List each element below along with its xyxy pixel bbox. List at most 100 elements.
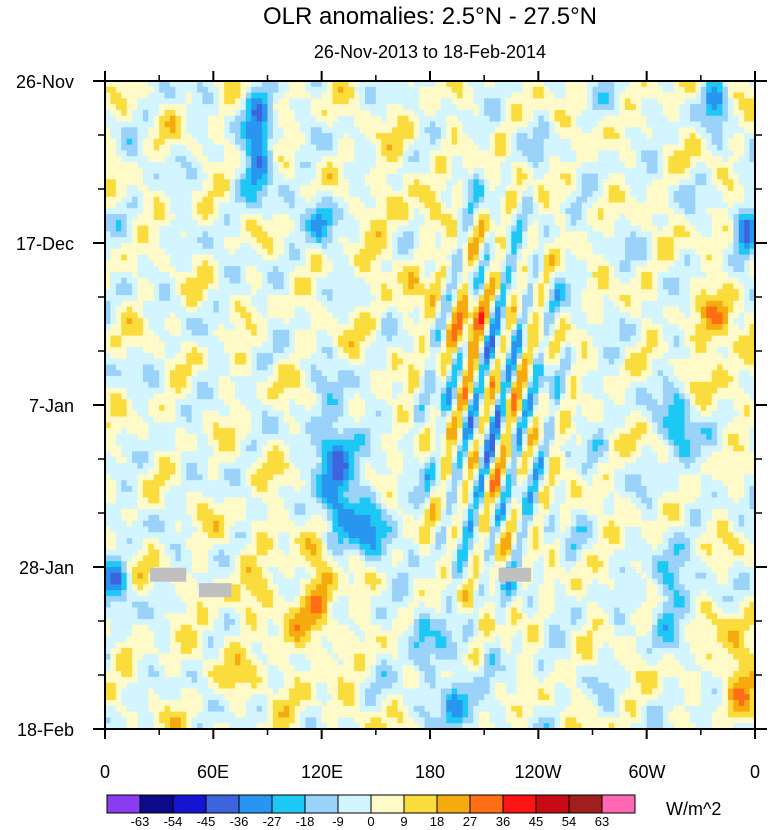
heat-cell: [348, 225, 355, 233]
heat-cell: [587, 202, 594, 209]
heat-cell: [272, 289, 279, 296]
heat-cell: [744, 214, 751, 221]
heat-cell: [511, 300, 518, 308]
heat-cell: [657, 312, 664, 319]
heat-cell: [467, 243, 474, 250]
heat-cell: [646, 121, 653, 128]
heat-cell: [500, 121, 507, 128]
heat-cell: [457, 306, 464, 314]
heat-cell: [251, 86, 258, 94]
heat-cell: [695, 156, 702, 163]
heat-cell: [310, 86, 317, 94]
heat-cell: [148, 283, 155, 290]
heat-cell: [354, 283, 361, 290]
heat-cell: [749, 144, 755, 152]
heat-cell: [251, 266, 258, 273]
heat-cell: [440, 277, 447, 285]
heat-cell: [484, 173, 491, 180]
heat-cell: [700, 185, 707, 192]
heat-cell: [625, 156, 632, 163]
heat-cell: [722, 214, 729, 221]
heat-cell: [717, 266, 724, 273]
heat-cell: [495, 312, 502, 319]
heat-cell: [267, 248, 274, 256]
heat-cell: [549, 225, 556, 233]
heat-cell: [532, 115, 539, 123]
heat-cell: [435, 248, 442, 256]
heat-cell: [121, 277, 128, 285]
heat-cell: [121, 254, 128, 261]
heat-cell: [603, 196, 610, 204]
heat-cell: [635, 81, 642, 88]
heat-cell: [105, 231, 112, 238]
heat-cell: [554, 121, 561, 128]
heat-cell: [565, 225, 572, 233]
heat-cell: [105, 81, 112, 88]
heat-cell: [159, 266, 166, 273]
heat-cell: [587, 98, 594, 105]
heat-cell: [630, 289, 637, 296]
heat-cell: [132, 306, 139, 314]
heat-cell: [180, 144, 187, 152]
heat-cell: [625, 81, 632, 88]
heat-cell: [478, 179, 485, 186]
heat-cell: [549, 98, 556, 105]
heat-cell: [608, 86, 615, 94]
heat-cell: [554, 208, 561, 215]
heat-cell: [560, 248, 567, 256]
heat-cell: [565, 295, 572, 302]
heat-cell: [560, 86, 567, 94]
heat-cell: [245, 202, 252, 209]
heat-cell: [673, 86, 680, 94]
heat-cell: [332, 254, 339, 261]
heat-cell: [224, 306, 231, 314]
heat-cell: [522, 92, 529, 99]
heat-cell: [397, 133, 404, 140]
heat-cell: [467, 98, 474, 105]
heat-cell: [240, 173, 247, 180]
heat-cell: [630, 150, 637, 157]
heat-cell: [392, 173, 399, 180]
heat-cell: [560, 98, 567, 105]
heat-cell: [641, 115, 648, 123]
heat-cell: [381, 190, 388, 198]
heat-cell: [722, 295, 729, 302]
heat-cell: [592, 248, 599, 256]
heat-cell: [581, 167, 588, 175]
heat-cell: [462, 156, 469, 163]
heat-cell: [191, 179, 198, 186]
heat-cell: [164, 115, 171, 123]
heat-cell: [727, 138, 734, 146]
heat-cell: [549, 115, 556, 123]
heat-cell: [446, 162, 453, 169]
heat-cell: [159, 86, 166, 94]
heat-cell: [744, 156, 751, 163]
heat-cell: [457, 144, 464, 152]
heat-cell: [516, 150, 523, 157]
heat-cell: [451, 81, 458, 88]
heat-cell: [207, 179, 214, 186]
heat-cell: [570, 254, 577, 261]
heat-cell: [451, 248, 458, 256]
heat-cell: [635, 156, 642, 163]
heat-cell: [576, 277, 583, 285]
heat-cell: [267, 121, 274, 128]
heat-cell: [159, 173, 166, 180]
heat-cell: [625, 243, 632, 250]
heat-cell: [180, 289, 187, 296]
heat-cell: [202, 289, 209, 296]
heat-cell: [657, 98, 664, 105]
heat-cell: [695, 248, 702, 256]
heat-cell: [240, 104, 247, 111]
heat-cell: [289, 173, 296, 180]
heat-cell: [673, 133, 680, 140]
heat-cell: [159, 190, 166, 198]
heat-cell: [495, 202, 502, 209]
heat-cell: [554, 312, 561, 319]
heat-cell: [392, 248, 399, 256]
heat-cell: [126, 185, 133, 192]
heat-cell: [197, 190, 204, 198]
heat-cell: [186, 260, 193, 267]
heat-cell: [316, 138, 323, 146]
heat-cell: [597, 312, 604, 319]
